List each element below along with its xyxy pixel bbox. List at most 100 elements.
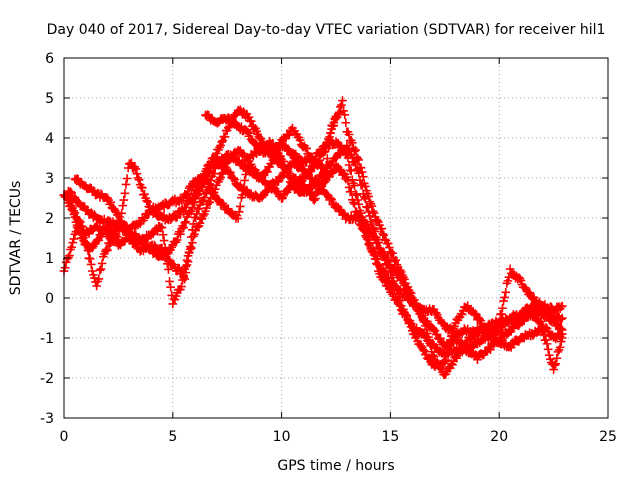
data-point — [412, 332, 421, 341]
data-point — [263, 167, 272, 177]
data-point — [180, 274, 190, 284]
data-point — [493, 319, 503, 328]
data-point — [494, 317, 504, 327]
data-point — [85, 254, 95, 264]
data-point — [214, 195, 223, 204]
data-point — [176, 229, 185, 239]
data-point — [546, 355, 555, 364]
data-points — [59, 96, 567, 379]
data-point — [355, 175, 365, 185]
data-point — [418, 345, 428, 354]
data-point — [226, 168, 235, 177]
data-point — [373, 260, 382, 269]
data-point — [166, 282, 175, 292]
data-point — [246, 116, 256, 126]
data-point — [62, 194, 72, 204]
data-point — [220, 132, 230, 142]
data-point — [159, 236, 169, 245]
data-point — [450, 321, 459, 331]
data-point — [370, 254, 380, 264]
data-point — [412, 323, 421, 333]
data-point — [70, 212, 80, 222]
data-point — [387, 267, 396, 277]
data-point — [340, 110, 350, 120]
data-point — [239, 184, 248, 193]
data-point — [364, 223, 373, 233]
data-point — [498, 303, 507, 313]
data-point — [90, 273, 99, 283]
data-point — [86, 260, 96, 269]
data-point — [316, 185, 326, 195]
data-point — [395, 296, 405, 305]
data-point — [143, 197, 153, 207]
data-point — [189, 219, 198, 229]
data-point — [238, 190, 247, 200]
data-point — [181, 217, 191, 227]
data-point — [209, 169, 219, 178]
y-tick-label: -3 — [40, 411, 54, 427]
data-point — [230, 175, 240, 185]
data-point — [440, 357, 450, 366]
data-point — [371, 259, 381, 268]
data-point — [284, 172, 294, 182]
data-point — [389, 276, 398, 286]
data-point — [153, 227, 162, 236]
data-point — [499, 296, 508, 306]
data-point — [256, 134, 266, 143]
data-point — [353, 211, 363, 221]
data-point — [295, 135, 305, 145]
data-point — [234, 207, 244, 217]
data-point — [230, 152, 240, 162]
data-point — [279, 157, 289, 166]
data-point — [205, 179, 215, 189]
data-point — [363, 220, 372, 230]
data-point — [411, 298, 420, 308]
data-point — [161, 250, 171, 259]
data-point — [366, 242, 376, 252]
x-tick-labels: 0 5 10 15 20 25 — [60, 429, 617, 445]
data-point — [429, 352, 439, 361]
data-point — [473, 355, 482, 364]
y-tick-label: 0 — [45, 291, 54, 307]
data-point — [383, 260, 393, 269]
data-point — [429, 325, 439, 334]
data-point — [425, 353, 434, 363]
data-point — [341, 118, 351, 128]
data-point — [441, 355, 451, 365]
data-point — [210, 164, 220, 173]
data-point — [108, 217, 118, 226]
data-point — [331, 113, 341, 123]
data-point — [350, 147, 359, 156]
data-point — [379, 274, 389, 284]
data-point — [525, 288, 534, 298]
data-point — [380, 255, 390, 265]
x-tick-label: 25 — [599, 429, 617, 445]
data-point — [103, 246, 112, 255]
data-point — [405, 318, 415, 328]
data-point — [486, 345, 495, 354]
data-point — [405, 287, 415, 297]
data-point — [164, 265, 173, 274]
data-point — [205, 198, 215, 207]
data-point — [67, 188, 76, 198]
x-tick-label: 0 — [60, 429, 69, 445]
data-point — [422, 325, 431, 334]
data-point — [233, 214, 243, 223]
data-point — [194, 204, 204, 214]
data-point — [200, 193, 209, 202]
data-point — [354, 155, 364, 165]
data-point — [400, 275, 409, 284]
data-point — [114, 235, 123, 244]
data-point — [422, 350, 431, 359]
data-point — [423, 329, 432, 338]
data-point — [329, 118, 339, 128]
data-point — [223, 123, 233, 133]
data-point — [184, 247, 194, 257]
data-point — [216, 173, 225, 182]
data-point — [267, 140, 277, 149]
axis-ticks — [63, 57, 609, 419]
data-point — [394, 292, 404, 302]
data-point — [337, 100, 346, 110]
data-point — [95, 266, 105, 275]
data-point — [170, 295, 180, 304]
